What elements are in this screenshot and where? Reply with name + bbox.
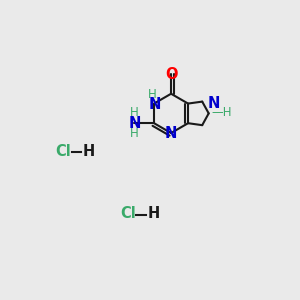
Text: H: H xyxy=(130,128,139,140)
Text: N: N xyxy=(148,97,161,112)
Text: H: H xyxy=(82,144,95,159)
Text: H: H xyxy=(130,106,139,119)
Text: H: H xyxy=(147,206,160,221)
Text: N: N xyxy=(208,96,220,111)
Text: Cl: Cl xyxy=(120,206,136,221)
Text: H: H xyxy=(147,88,156,101)
Text: N: N xyxy=(128,116,141,131)
Text: O: O xyxy=(165,67,177,82)
Text: Cl: Cl xyxy=(56,144,71,159)
Text: —H: —H xyxy=(211,106,232,119)
Text: N: N xyxy=(165,125,177,140)
